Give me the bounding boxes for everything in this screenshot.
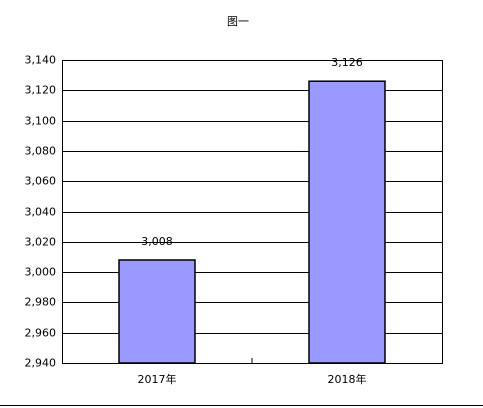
y-tick-label: 3,000 xyxy=(25,266,57,279)
y-tick-label: 3,040 xyxy=(25,206,57,219)
chart-title: 图一 xyxy=(227,15,249,28)
y-tick-label: 2,940 xyxy=(25,357,57,370)
y-tick-label: 2,960 xyxy=(25,327,57,340)
value-label: 3,008 xyxy=(141,235,173,248)
y-tick-label: 3,060 xyxy=(25,175,57,188)
y-tick-label: 3,100 xyxy=(25,115,57,128)
bar xyxy=(118,259,196,364)
y-tick-label: 3,120 xyxy=(25,84,57,97)
y-tick-label: 3,140 xyxy=(25,54,57,67)
bar xyxy=(308,80,386,364)
x-tick-label: 2018年 xyxy=(328,372,367,386)
x-tick-label: 2017年 xyxy=(138,372,177,386)
y-tick-label: 3,020 xyxy=(25,236,57,249)
y-tick-label: 3,080 xyxy=(25,145,57,158)
value-label: 3,126 xyxy=(331,56,363,69)
y-tick-label: 2,980 xyxy=(25,296,57,309)
plot-border xyxy=(62,60,443,364)
